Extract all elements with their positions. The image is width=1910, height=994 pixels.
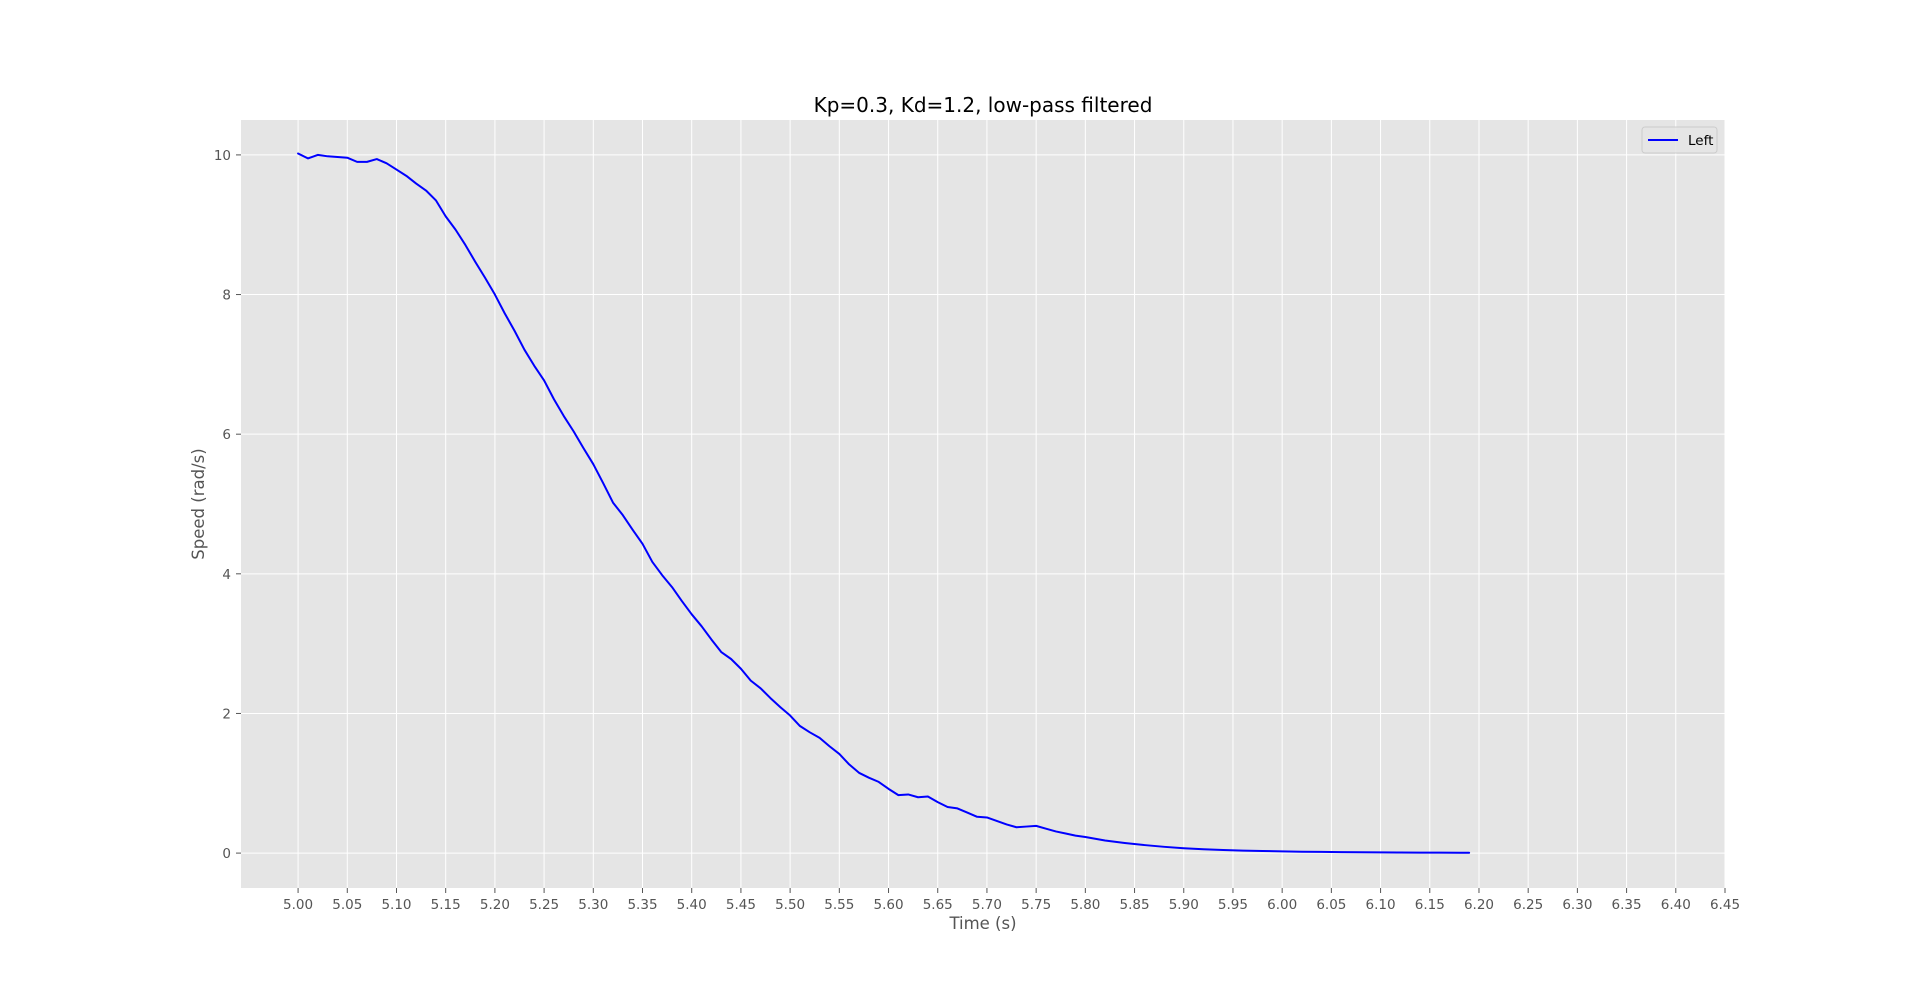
x-tick-label: 6.45 [1710, 897, 1740, 913]
grid-lines [241, 120, 1726, 888]
chart-title: Kp=0.3, Kd=1.2, low-pass filtered [814, 93, 1153, 117]
plot-area [241, 120, 1725, 888]
x-axis-label: Time (s) [948, 914, 1016, 933]
x-tick-label: 5.35 [627, 897, 657, 913]
legend-label-left: Left [1688, 133, 1713, 149]
x-tick-label: 5.80 [1070, 897, 1100, 913]
x-tick-label: 6.20 [1464, 897, 1494, 913]
x-tick-label: 5.65 [923, 897, 953, 913]
y-tick-label: 10 [214, 148, 231, 164]
x-tick-label: 5.90 [1169, 897, 1199, 913]
x-tick-label: 5.30 [578, 897, 608, 913]
x-tick-label: 5.15 [431, 897, 461, 913]
series-line-left [297, 152, 1471, 854]
x-tick-label: 6.00 [1267, 897, 1297, 913]
y-tick-label: 0 [222, 846, 231, 862]
legend: Left [1641, 126, 1718, 154]
y-tick-label: 6 [222, 427, 231, 443]
x-tick-label: 5.45 [726, 897, 756, 913]
x-tick-label: 6.05 [1316, 897, 1346, 913]
x-tick-label: 6.35 [1612, 897, 1642, 913]
x-tick-label: 5.50 [775, 897, 805, 913]
x-axis-ticks: 5.00 5.05 5.10 5.15 5.20 5.25 5.30 5.35 5.40 5.45… [283, 888, 1740, 913]
x-tick-label: 5.55 [824, 897, 854, 913]
legend-box [1641, 126, 1718, 154]
y-tick-label: 4 [222, 567, 231, 583]
x-tick-label: 5.70 [972, 897, 1002, 913]
y-axis-label: Speed (rad/s) [189, 448, 208, 559]
x-tick-label: 6.40 [1661, 897, 1691, 913]
x-tick-label: 6.10 [1366, 897, 1396, 913]
x-tick-label: 5.85 [1120, 897, 1150, 913]
x-tick-label: 5.95 [1218, 897, 1248, 913]
y-tick-label: 8 [222, 288, 231, 304]
x-tick-label: 5.05 [332, 897, 362, 913]
x-tick-label: 6.15 [1415, 897, 1445, 913]
x-tick-label: 5.60 [873, 897, 903, 913]
y-axis-ticks: 0 2 4 6 8 10 [214, 148, 241, 862]
y-tick-label: 2 [222, 706, 231, 722]
x-tick-label: 5.20 [480, 897, 510, 913]
x-tick-label: 6.30 [1562, 897, 1592, 913]
x-tick-label: 5.75 [1021, 897, 1051, 913]
x-tick-label: 5.25 [529, 897, 559, 913]
x-tick-label: 6.25 [1513, 897, 1543, 913]
x-tick-label: 5.10 [381, 897, 411, 913]
x-tick-label: 5.00 [283, 897, 313, 913]
series-lines [297, 152, 1471, 854]
x-tick-label: 5.40 [677, 897, 707, 913]
